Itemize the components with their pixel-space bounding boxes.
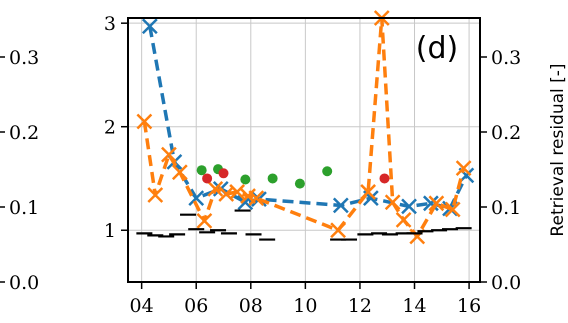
x-axis: 04 06 08 10 12 14 16 [130,282,482,317]
series-4 [136,211,471,240]
x-tick-label: 10 [293,295,317,317]
left-tick-label: 3 [104,13,116,35]
x-tick-label: 08 [239,295,263,317]
right-tick-label: 0.1 [491,197,521,219]
series-point [322,166,332,176]
series-point [295,179,305,189]
x-tick-label: 16 [457,295,481,317]
series-point [219,168,229,178]
partial-left-tick-label: 0.3 [9,47,39,69]
left-tick-label: 1 [104,220,116,242]
right-axis-title: Retrieval residual [-] [548,63,568,236]
right-axis: 0.0 0.1 0.2 0.3 [480,47,521,294]
series-marker [397,213,411,227]
partial-left-tick-label: 0.2 [9,122,39,144]
series-point [197,165,207,175]
series-point [379,173,389,183]
x-tick-label: 06 [184,295,208,317]
partial-left-panel-ticks: 0.3 0.2 0.1 0.0 [0,47,39,294]
partial-left-tick-label: 0.1 [9,197,39,219]
right-tick-label: 0.2 [491,122,521,144]
partial-left-tick-label: 0.0 [9,272,39,294]
x-tick-label: 14 [402,295,426,317]
x-tick-label: 12 [348,295,372,317]
left-tick-label: 2 [104,117,116,139]
panel-label: (d) [416,31,458,66]
right-tick-label: 0.3 [491,47,521,69]
right-tick-label: 0.0 [491,272,521,294]
left-axis: 1 2 3 [104,13,128,242]
series-point [268,173,278,183]
series-point [240,175,250,185]
x-tick-label: 04 [130,295,154,317]
series-point [202,173,212,183]
